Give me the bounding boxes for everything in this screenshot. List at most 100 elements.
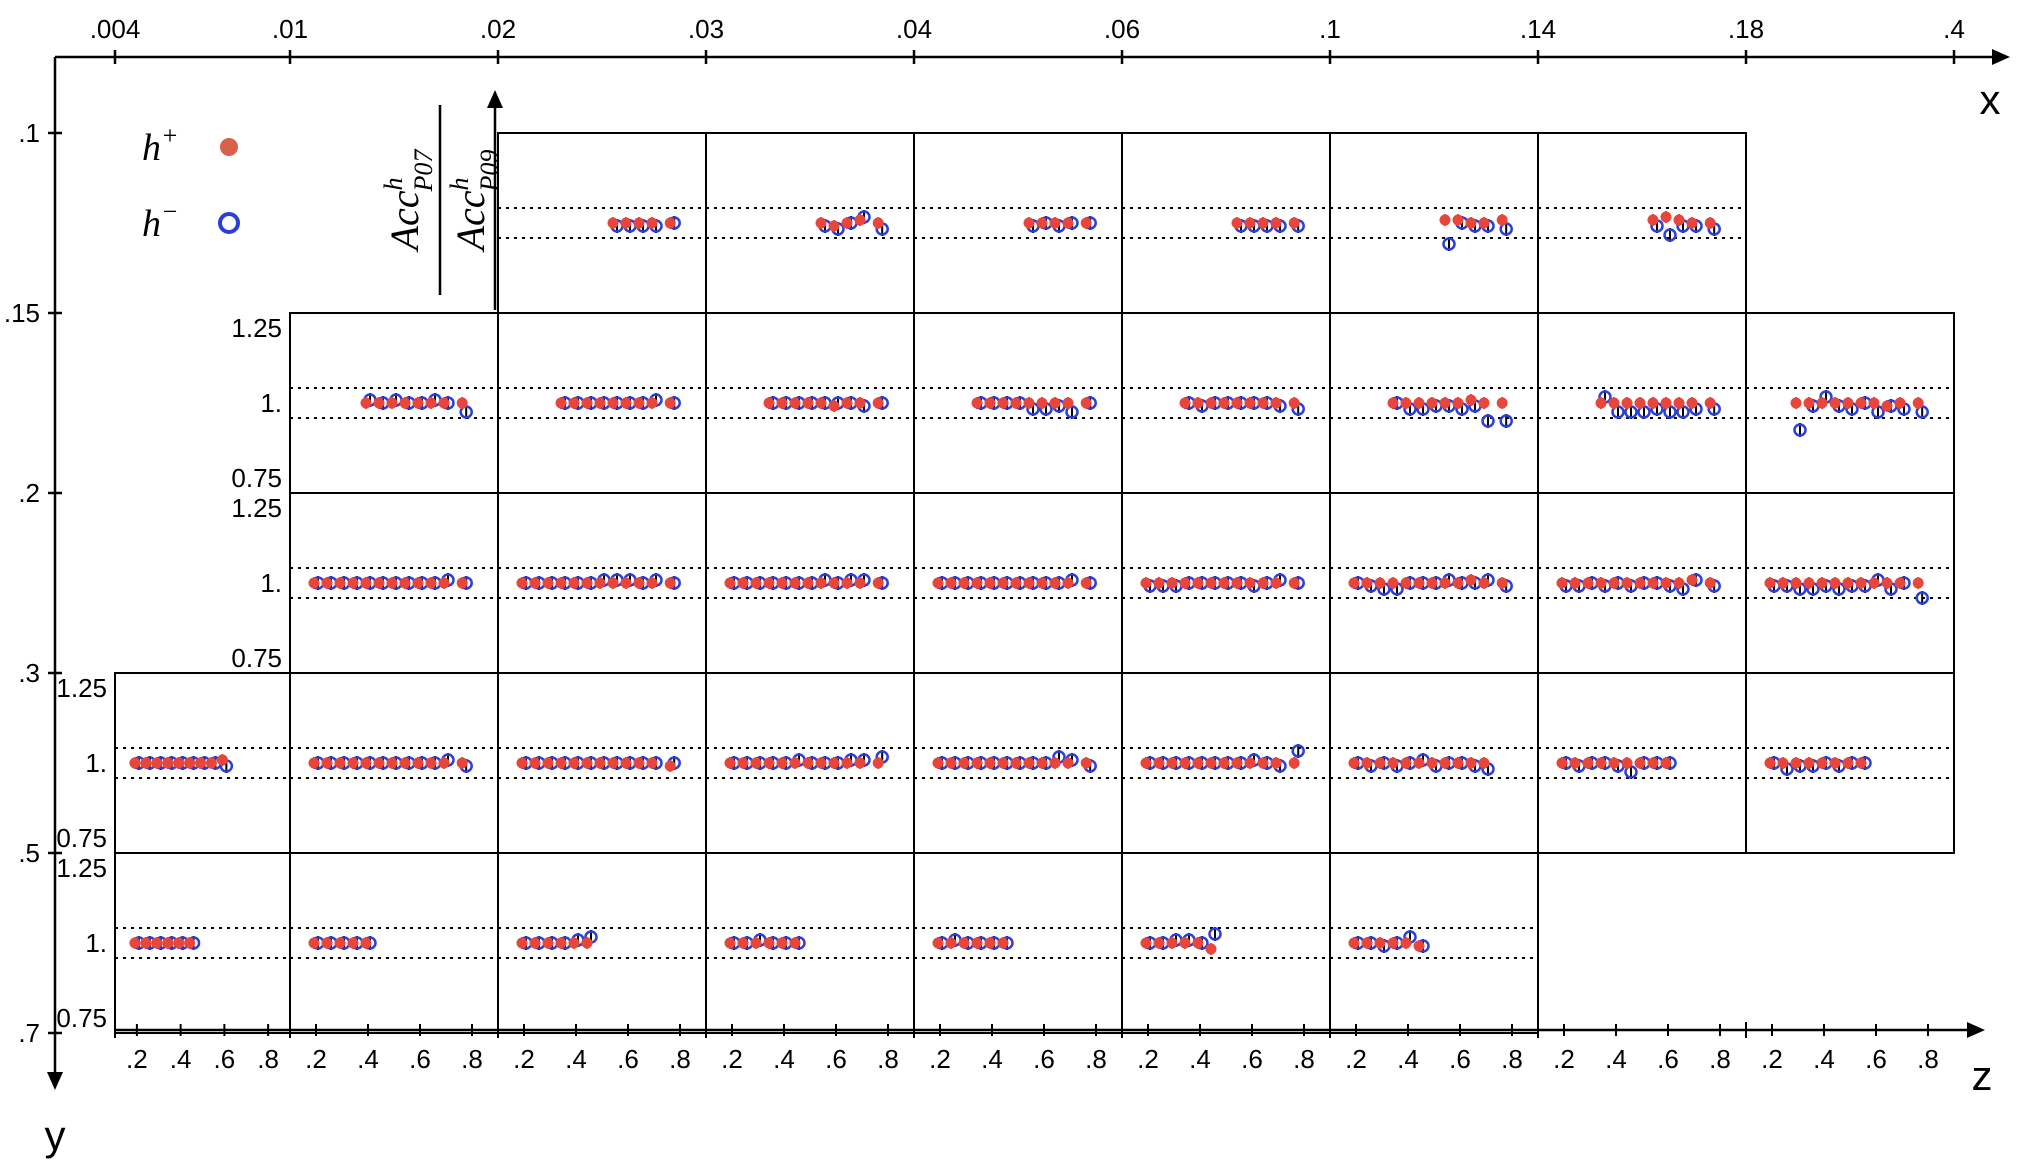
point-h-plus	[581, 397, 593, 409]
point-h-plus	[334, 577, 346, 589]
point-h-plus	[425, 397, 437, 409]
point-h-plus	[815, 217, 827, 229]
point-h-plus	[438, 577, 450, 589]
point-h-plus	[1647, 577, 1659, 589]
point-h-plus	[724, 577, 736, 589]
point-h-minus	[1499, 414, 1513, 428]
point-h-plus	[971, 397, 983, 409]
point-h-plus	[151, 757, 163, 769]
panel-frame	[705, 852, 915, 1034]
ratio-numerator: AcchP07	[379, 149, 438, 254]
legend-item-h-plus: h+	[142, 121, 238, 169]
point-h-plus	[997, 577, 1009, 589]
y-axis-arrow	[47, 1072, 63, 1090]
point-h-plus	[828, 577, 840, 589]
x-tick-label: .01	[272, 14, 308, 44]
point-h-plus	[1478, 757, 1490, 769]
point-h-plus	[971, 937, 983, 949]
point-h-plus	[1400, 577, 1412, 589]
z-tick-label: .2	[721, 1044, 743, 1074]
point-h-plus	[1400, 397, 1412, 409]
point-h-plus	[872, 217, 884, 229]
y-axis: .1 .15 .2 .3 .5 .7 y	[4, 57, 66, 1159]
point-h-plus	[568, 757, 580, 769]
point-h-plus	[1192, 937, 1204, 949]
point-h-plus	[334, 937, 346, 949]
x-tick-label: .14	[1520, 14, 1556, 44]
point-h-plus	[854, 397, 866, 409]
point-h-plus	[789, 757, 801, 769]
z-axis: .2 .4 .6 .8 .2 .4 .6 .8 .2 .4 .6 .8 .2 .4 .6 .8 .2 .4 .6 .8…	[114, 1022, 1993, 1099]
point-h-plus	[763, 937, 775, 949]
point-h-plus	[1704, 397, 1716, 409]
point-h-plus	[529, 937, 541, 949]
z-tick-label: .2	[1553, 1044, 1575, 1074]
point-h-plus	[1912, 397, 1924, 409]
point-h-plus	[1205, 943, 1217, 955]
point-h-plus	[997, 397, 1009, 409]
point-h-plus	[1257, 397, 1269, 409]
point-h-plus	[568, 397, 580, 409]
point-h-plus	[1496, 577, 1508, 589]
point-h-plus	[555, 577, 567, 589]
point-h-plus	[1868, 577, 1880, 589]
point-h-plus	[542, 757, 554, 769]
point-h-plus	[412, 397, 424, 409]
point-h-plus	[1439, 757, 1451, 769]
point-h-plus	[1361, 937, 1373, 949]
point-h-plus	[1166, 757, 1178, 769]
point-h-plus	[555, 397, 567, 409]
point-h-plus	[456, 397, 468, 409]
z-tick-label: .2	[1761, 1044, 1783, 1074]
point-h-plus	[1704, 577, 1716, 589]
point-h-plus	[1080, 397, 1092, 409]
point-h-plus	[1569, 577, 1581, 589]
z-tick-label: .4	[1397, 1044, 1419, 1074]
point-h-plus	[789, 937, 801, 949]
point-h-plus	[1062, 397, 1074, 409]
point-h-plus	[1686, 217, 1698, 229]
point-h-plus	[1595, 397, 1607, 409]
point-h-plus	[646, 217, 658, 229]
z-tick-label: .6	[409, 1044, 431, 1074]
y-tick-label: .2	[18, 478, 40, 508]
point-h-plus	[347, 577, 359, 589]
point-h-plus	[1803, 757, 1815, 769]
point-h-plus	[456, 577, 468, 589]
point-h-plus	[347, 757, 359, 769]
point-h-plus	[1387, 937, 1399, 949]
point-h-plus	[1049, 757, 1061, 769]
point-h-plus	[1387, 577, 1399, 589]
z-tick-label: .6	[214, 1044, 236, 1074]
z-tick-label: .4	[565, 1044, 587, 1074]
point-h-plus	[1270, 577, 1282, 589]
point-h-plus	[1413, 397, 1425, 409]
point-h-plus	[1426, 757, 1438, 769]
point-h-plus	[1080, 757, 1092, 769]
point-h-plus	[1231, 757, 1243, 769]
point-h-plus	[1634, 757, 1646, 769]
point-h-plus	[737, 757, 749, 769]
point-h-plus	[1452, 397, 1464, 409]
point-h-plus	[1816, 757, 1828, 769]
point-h-plus	[542, 937, 554, 949]
point-h-plus	[607, 397, 619, 409]
point-h-plus	[399, 577, 411, 589]
panel-frame	[497, 852, 707, 1034]
panel-frame	[1329, 852, 1539, 1034]
legend-marker-h-plus	[220, 138, 238, 156]
point-h-plus	[1465, 757, 1477, 769]
point-h-plus	[828, 400, 840, 412]
point-h-plus	[750, 577, 762, 589]
z-tick-label: .6	[825, 1044, 847, 1074]
point-h-plus	[1387, 397, 1399, 409]
z-tick-label: .2	[126, 1044, 148, 1074]
point-h-plus	[984, 757, 996, 769]
point-h-minus	[1442, 237, 1456, 251]
point-h-plus	[1010, 397, 1022, 409]
data-points	[129, 210, 1929, 955]
z-tick-label: .6	[1241, 1044, 1263, 1074]
point-h-plus	[1062, 577, 1074, 589]
point-h-plus	[1036, 757, 1048, 769]
point-h-plus	[1231, 577, 1243, 589]
